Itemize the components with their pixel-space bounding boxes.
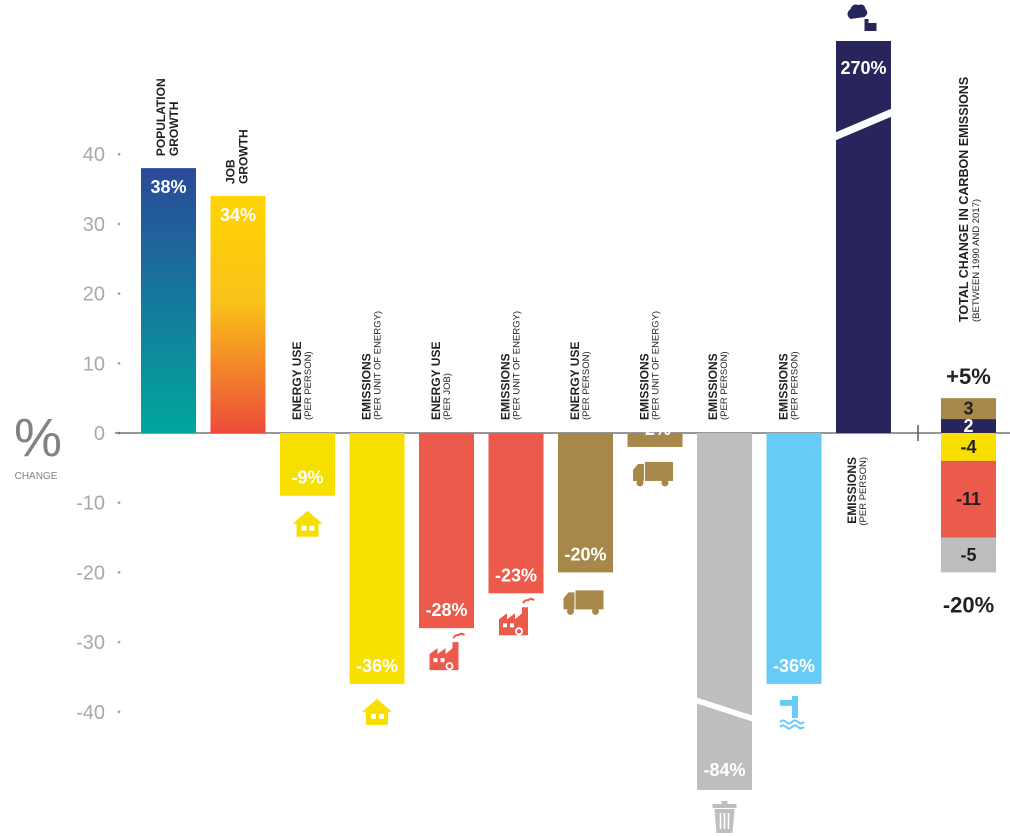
bar — [349, 433, 405, 684]
bar-value-label: -20% — [564, 544, 606, 564]
bar-group: -2%EMISSIONS(PER UNIT OF ENERGY) — [627, 311, 683, 487]
smoke-icon — [847, 4, 877, 31]
bar-value-label: -2% — [639, 419, 671, 439]
bar — [141, 168, 196, 433]
y-tick-label: -20 — [76, 562, 105, 584]
bar — [697, 433, 752, 790]
bar-break — [834, 108, 893, 141]
stack-segment — [941, 433, 996, 461]
bar-group: 34% JOBGROWTH — [210, 129, 266, 433]
bar-category-label: ENERGY USE(PER PERSON) — [568, 342, 592, 420]
bar — [210, 196, 266, 433]
y-tick-label: -30 — [76, 632, 105, 654]
factory-icon — [429, 632, 466, 671]
stack-segment — [941, 460, 996, 538]
stack-segment-label: 2 — [963, 416, 973, 436]
stack-segment-label: -11 — [956, 489, 981, 509]
y-tick-label: -10 — [76, 493, 105, 515]
bars: 38% POPULATIONGROWTH 34% JOBGROWTH -9% ENERGY… — [141, 4, 893, 833]
y-axis-change-label: CHANGE — [15, 471, 58, 482]
bar-group: -84% EMISSIONS(PER PERSON) — [695, 351, 754, 833]
y-tick-dot — [117, 640, 121, 644]
bar-group: -28% ENERGY USE(PER JOB) — [419, 342, 474, 671]
y-tick-dot — [117, 222, 121, 226]
stack-segment-label: -5 — [960, 545, 976, 565]
stack-segment — [941, 419, 996, 433]
bar-category-label: POPULATIONGROWTH — [154, 78, 181, 156]
stack-segment-label: 3 — [963, 399, 973, 419]
bar — [488, 433, 544, 594]
y-tick-dot — [117, 501, 121, 505]
truck-icon — [633, 461, 673, 487]
bar-value-label: -28% — [425, 600, 467, 620]
bar-category-label: ENERGY USE(PER PERSON) — [290, 342, 314, 420]
bar-break — [695, 697, 754, 722]
water-icon — [779, 695, 805, 730]
bar-value-label: 38% — [150, 177, 186, 197]
total-change-stack: 23 -4 -11 -5 +5% -20% TOTAL CHANGE IN CARBON E… — [917, 77, 996, 617]
y-tick-dot — [117, 361, 121, 365]
bar-value-label: -36% — [356, 656, 398, 676]
y-tick-dot — [117, 152, 121, 156]
bar-value-label: -84% — [703, 760, 745, 780]
stack-segment — [941, 398, 996, 420]
trash-icon — [712, 801, 737, 833]
y-tick-dot — [117, 571, 121, 574]
bar — [836, 41, 891, 433]
bar-value-label: -23% — [495, 565, 537, 585]
bar — [766, 433, 822, 684]
bar-value-label: 270% — [840, 58, 886, 78]
bar-category-label: EMISSIONS(PER UNIT OF ENERGY) — [638, 311, 662, 420]
bar-group: -23% EMISSIONS(PER UNIT OF ENERGY) — [488, 311, 544, 636]
y-tick-label: 20 — [83, 284, 105, 306]
bar-group: 270% EMISSIONS(PER PERSON) — [834, 4, 893, 526]
y-tick-dot — [117, 710, 121, 714]
bar-value-label: -9% — [291, 468, 323, 488]
bar-value-label: -36% — [773, 656, 815, 676]
bar-group: 38% POPULATIONGROWTH — [141, 78, 196, 433]
bar-category-label: JOBGROWTH — [224, 129, 251, 184]
stack-bottom-total: -20% — [943, 592, 994, 617]
y-tick-label: 0 — [94, 423, 105, 445]
bar-group: -36% EMISSIONS(PER PERSON) — [766, 351, 822, 730]
factory-icon — [499, 597, 535, 636]
truck-icon — [563, 590, 604, 615]
bar-category-label: EMISSIONS(PER PERSON) — [706, 351, 730, 420]
stack-segment-label: -4 — [960, 437, 976, 457]
bar-category-label: EMISSIONS(PER PERSON) — [777, 351, 801, 420]
bar-value-label: 34% — [220, 205, 256, 225]
bar-category-label: EMISSIONS(PER UNIT OF ENERGY) — [360, 311, 384, 420]
bar-group: -36% EMISSIONS(PER UNIT OF ENERGY) — [349, 311, 405, 725]
bar-group: -9% ENERGY USE(PER PERSON) — [280, 342, 335, 537]
bar — [627, 433, 683, 447]
bar-category-label: EMISSIONS(PER PERSON) — [845, 457, 869, 526]
stack-segment — [941, 537, 996, 573]
bar-category-label: ENERGY USE(PER JOB) — [429, 342, 453, 420]
bar — [419, 433, 474, 629]
stack-title: TOTAL CHANGE IN CARBON EMISSIONS(BETWEEN… — [957, 77, 982, 322]
bar — [280, 433, 335, 496]
y-tick-dot — [117, 292, 121, 295]
bar-category-label: EMISSIONS(PER UNIT OF ENERGY) — [499, 311, 523, 420]
y-tick-label: 40 — [83, 144, 105, 166]
house-icon — [292, 510, 323, 537]
bar-group: -20% ENERGY USE(PER PERSON) — [558, 342, 613, 615]
y-tick-label: 30 — [83, 214, 105, 236]
y-tick-label: 10 — [83, 353, 105, 375]
bar — [558, 433, 613, 573]
stack-top-total: +5% — [946, 364, 991, 389]
house-icon — [362, 698, 392, 725]
y-axis-percent-symbol: % — [14, 408, 62, 468]
y-tick-label: -40 — [76, 702, 105, 724]
